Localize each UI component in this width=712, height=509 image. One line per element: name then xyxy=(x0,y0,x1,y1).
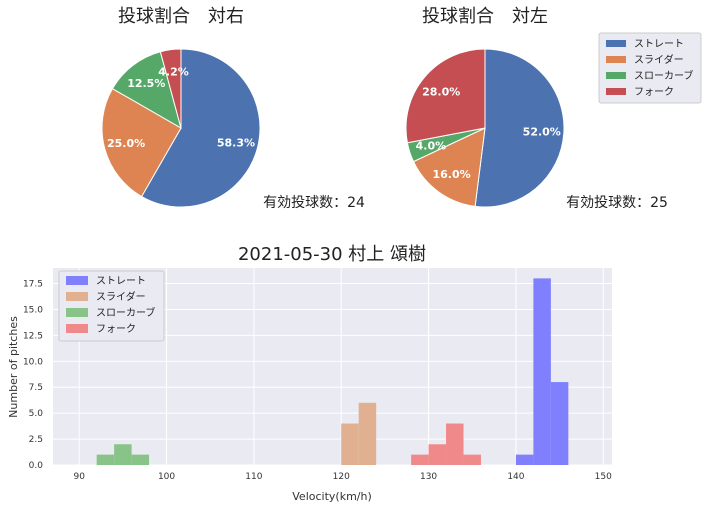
hist-legend-label: スローカーブ xyxy=(96,306,155,319)
pie-chart-left: 投球割合 対左 52.0% 16.0% 4.0% 28.0% 有効投球数：25 xyxy=(405,6,668,211)
hist-bar-fork xyxy=(428,444,447,465)
x-tick-label: 130 xyxy=(420,472,437,482)
pie-slice-fork xyxy=(159,48,182,129)
hist-bar-straight xyxy=(515,454,534,465)
x-tick-label: 110 xyxy=(245,472,262,482)
hist-bar-fork xyxy=(411,454,429,465)
pie-chart-right: 投球割合 対右 58.3% 25.0% 12.5%4.2% 有効投球数：24 xyxy=(101,6,365,211)
pie-slice-straight xyxy=(474,48,565,208)
y-tick-label: 10.0 xyxy=(23,357,43,367)
pie-legend-swatch xyxy=(606,56,626,63)
y-tick-label: 12.5 xyxy=(23,331,43,341)
hist-bar-straight xyxy=(533,278,551,465)
hist-bar-fork xyxy=(463,454,481,465)
pie-legend-label: フォーク xyxy=(634,86,674,98)
pie-right-count: 有効投球数：24 xyxy=(263,195,365,211)
x-tick-label: 150 xyxy=(595,472,612,482)
pie-legend-swatch xyxy=(606,40,626,47)
histogram-x-axis-label: Velocity(km/h) xyxy=(292,490,372,503)
pie-slice-straight xyxy=(140,48,261,208)
pie-legend-swatch xyxy=(606,88,626,95)
hist-bar-slider xyxy=(358,402,377,465)
y-tick-label: 17.5 xyxy=(23,280,43,290)
hist-bar-curve xyxy=(96,454,115,465)
histogram-x-ticks: 90 100 110 120 130 140 150 xyxy=(73,472,612,482)
pie-left-title: 投球割合 対左 xyxy=(422,6,548,27)
histogram-legend-frame xyxy=(58,270,165,342)
x-tick-label: 100 xyxy=(158,472,175,482)
pie-label-fork: 4.2% xyxy=(158,66,189,79)
hist-legend-swatch xyxy=(66,308,88,317)
histogram-title: 2021-05-30 村上 頌樹 xyxy=(238,244,426,265)
y-tick-label: 7.5 xyxy=(29,383,43,393)
pie-label-slider: 25.0% xyxy=(107,137,145,150)
pie-label-curve: 4.0% xyxy=(416,140,447,153)
hist-bar-fork xyxy=(446,423,464,465)
hist-legend-label: フォーク xyxy=(96,323,136,335)
hist-legend-swatch xyxy=(66,324,88,333)
pie-slice-slider xyxy=(412,127,486,207)
histogram-y-axis-label: Number of pitches xyxy=(7,316,20,418)
hist-legend-label: スライダー xyxy=(96,290,146,303)
x-tick-label: 140 xyxy=(507,472,524,482)
pie-slice-curve xyxy=(111,51,182,130)
y-tick-label: 15.0 xyxy=(23,305,43,315)
histogram-chart: 2021-05-30 村上 頌樹 90 100 110 120 130 140 150 0.… xyxy=(7,244,612,503)
y-tick-label: 0.0 xyxy=(29,461,44,471)
pie-legend-label: スライダー xyxy=(634,53,684,66)
hist-bar-slider xyxy=(341,423,359,465)
hist-bar-straight xyxy=(550,382,569,465)
hist-bar-curve xyxy=(131,454,150,465)
pie-left-slices: 52.0% 16.0% 4.0% 28.0% xyxy=(405,48,565,208)
pie-label-fork: 28.0% xyxy=(422,86,460,99)
x-tick-label: 90 xyxy=(73,472,85,482)
pie-label-straight: 52.0% xyxy=(523,126,561,139)
pie-slice-fork xyxy=(405,48,486,144)
pie-left-count: 有効投球数：25 xyxy=(566,195,668,211)
y-tick-label: 5.0 xyxy=(29,409,44,419)
x-tick-label: 120 xyxy=(333,472,350,482)
hist-legend-swatch xyxy=(66,292,88,301)
pie-right-slices: 58.3% 25.0% 12.5%4.2% xyxy=(101,48,261,208)
histogram-bars xyxy=(96,278,569,465)
pie-slice-slider xyxy=(101,87,182,198)
y-tick-label: 2.5 xyxy=(29,435,43,445)
histogram-y-ticks: 0.0 2.5 5.0 7.5 10.0 12.5 15.0 17.5 xyxy=(23,280,43,471)
hist-legend-swatch xyxy=(66,276,88,285)
pie-label-straight: 58.3% xyxy=(217,137,255,150)
pie-label-slider: 16.0% xyxy=(432,168,470,181)
pie-legend-label: ストレート xyxy=(634,39,684,50)
pie-right-title: 投球割合 対右 xyxy=(118,6,244,27)
pie-legend-frame xyxy=(598,32,702,104)
pie-label-curve: 12.5% xyxy=(127,77,165,90)
hist-bar-curve xyxy=(114,444,132,465)
pie-legend-label: スローカーブ xyxy=(634,69,693,82)
pie-legend-swatch xyxy=(606,72,626,79)
hist-legend-label: ストレート xyxy=(96,276,146,287)
